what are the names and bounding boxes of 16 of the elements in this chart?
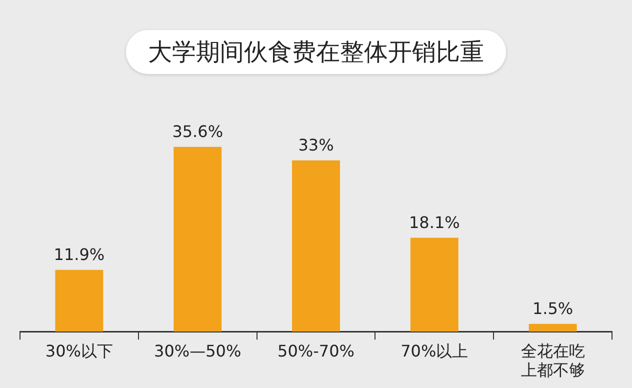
- x-tick-label: 30%以下: [45, 341, 113, 360]
- bar: [292, 160, 340, 332]
- data-label: 18.1%: [408, 212, 460, 232]
- data-label: 1.5%: [532, 298, 574, 318]
- bar: [55, 270, 104, 332]
- x-tick-label: 全花在吃上都不够: [520, 341, 585, 380]
- data-label: 11.9%: [54, 245, 105, 264]
- x-tick-label: 50%-70%: [278, 341, 354, 360]
- x-tick-label: 30%—50%: [154, 341, 242, 360]
- data-label: 35.6%: [172, 122, 224, 142]
- bar: [528, 324, 577, 332]
- bar: [174, 146, 222, 332]
- chart-title: 大学期间伙食费在整体开销比重: [126, 30, 506, 74]
- x-tick-label: 70%以上: [400, 341, 468, 360]
- data-label: 33%: [298, 136, 334, 155]
- bar: [410, 238, 458, 332]
